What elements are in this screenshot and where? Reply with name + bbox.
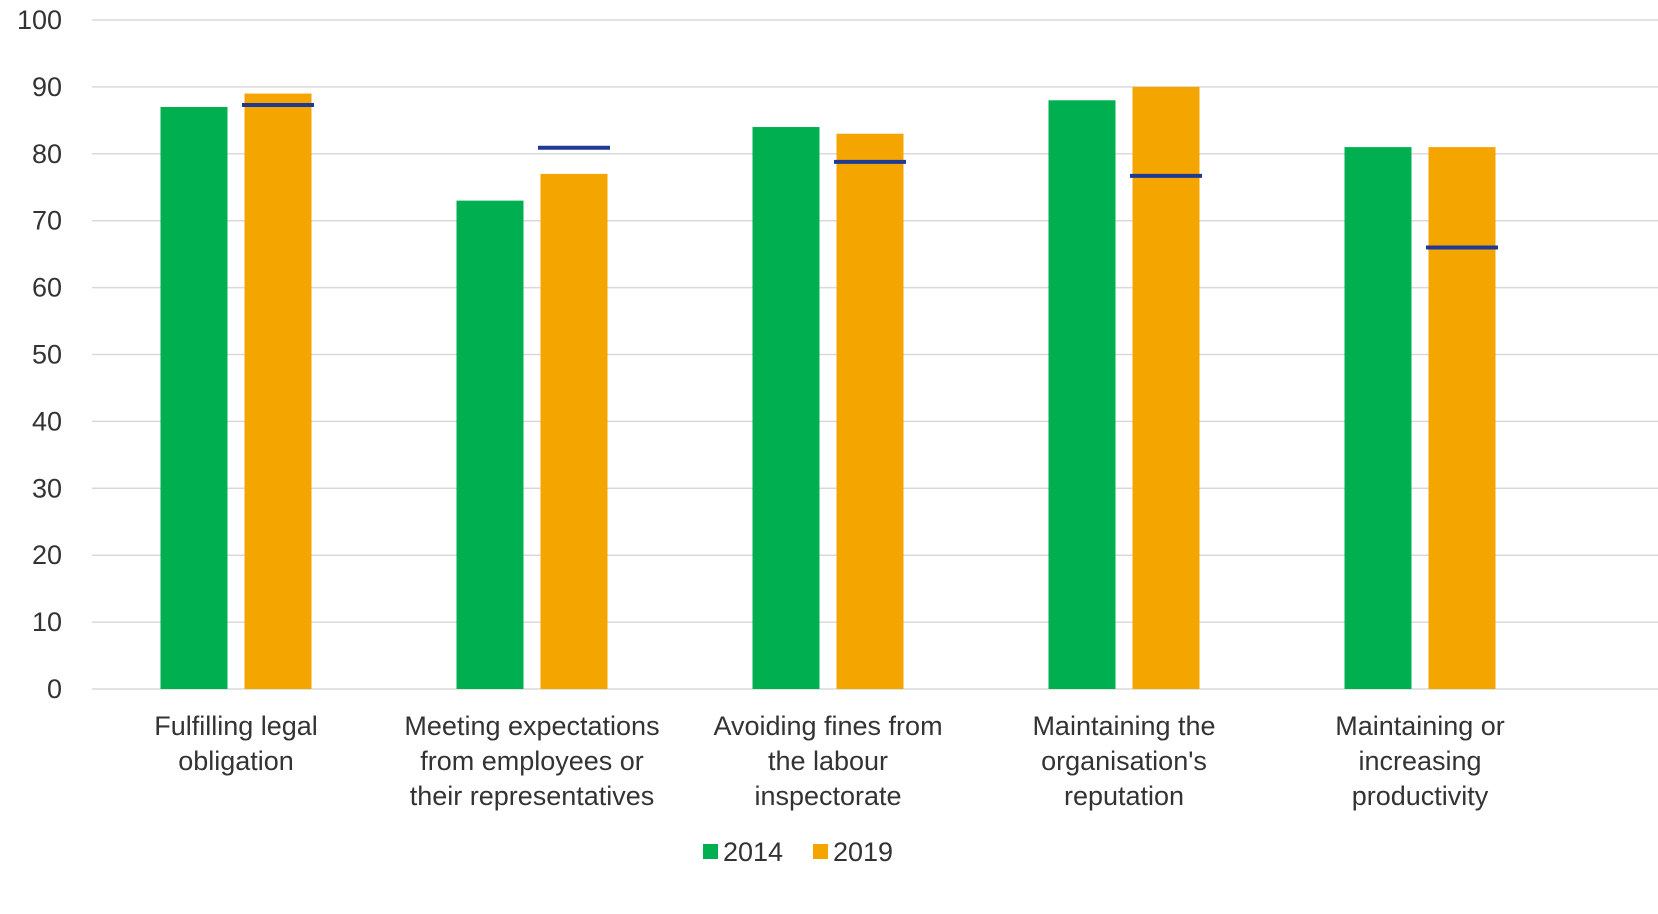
x-category-label: productivity: [1352, 781, 1489, 811]
y-tick-label: 80: [32, 139, 62, 169]
marker-lines: [242, 102, 1498, 250]
y-tick-label: 10: [32, 607, 62, 637]
y-tick-label: 70: [32, 206, 62, 236]
bars: [160, 86, 1496, 690]
bar-2014-3: [752, 127, 820, 690]
x-category-label: reputation: [1064, 781, 1184, 811]
x-category-label: Maintaining the: [1032, 711, 1215, 741]
y-tick-label: 40: [32, 406, 62, 436]
x-category-label: their representatives: [410, 781, 655, 811]
legend-label-2014: 2014: [723, 837, 783, 867]
bar-2019-1: [244, 93, 312, 690]
x-category-label: the labour: [768, 746, 888, 776]
y-tick-label: 90: [32, 72, 62, 102]
x-category-label: inspectorate: [754, 781, 901, 811]
bar-2014-2: [456, 200, 524, 689]
x-category-label: from employees or: [420, 746, 644, 776]
legend-label-2019: 2019: [833, 837, 893, 867]
y-axis-ticks: 0 10 20 30 40 50 60 70 80 90 100: [17, 5, 62, 704]
x-category-label: organisation's: [1041, 746, 1207, 776]
bar-2014-4: [1048, 100, 1116, 689]
y-tick-label: 0: [47, 674, 62, 704]
y-tick-label: 100: [17, 5, 62, 35]
x-category-label: Avoiding fines from: [713, 711, 942, 741]
y-tick-label: 50: [32, 340, 62, 370]
legend-swatch-2019: [813, 844, 828, 859]
bar-2014-5: [1344, 147, 1412, 690]
bar-2019-5: [1428, 147, 1496, 690]
bar-2019-3: [836, 133, 904, 690]
y-tick-label: 20: [32, 540, 62, 570]
x-category-label: Meeting expectations: [404, 711, 659, 741]
x-category-label: Maintaining or: [1335, 711, 1505, 741]
x-category-label: increasing: [1358, 746, 1481, 776]
bar-2019-2: [540, 173, 608, 689]
legend-swatch-2014: [703, 844, 718, 859]
x-category-label: Fulfilling legal: [154, 711, 318, 741]
bar-2019-4: [1132, 86, 1200, 689]
x-axis-labels: Fulfilling legal obligation Meeting expect…: [154, 711, 1505, 811]
legend: 2014 2019: [703, 837, 893, 867]
bar-2014-1: [160, 106, 228, 690]
y-tick-label: 60: [32, 273, 62, 303]
y-tick-label: 30: [32, 473, 62, 503]
x-category-label: obligation: [178, 746, 294, 776]
